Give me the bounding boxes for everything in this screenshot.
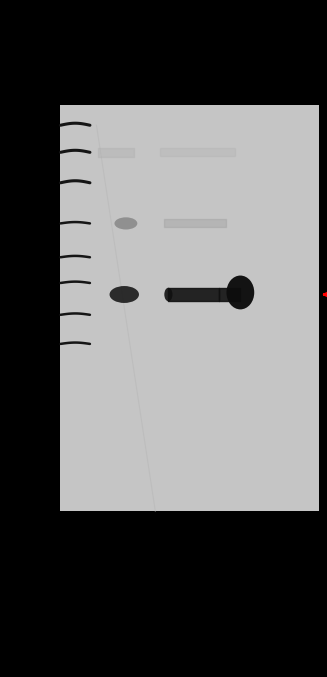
Bar (60, 105, 319, 511)
Ellipse shape (114, 217, 137, 230)
Ellipse shape (226, 276, 254, 309)
Ellipse shape (110, 286, 139, 303)
Ellipse shape (164, 288, 173, 301)
